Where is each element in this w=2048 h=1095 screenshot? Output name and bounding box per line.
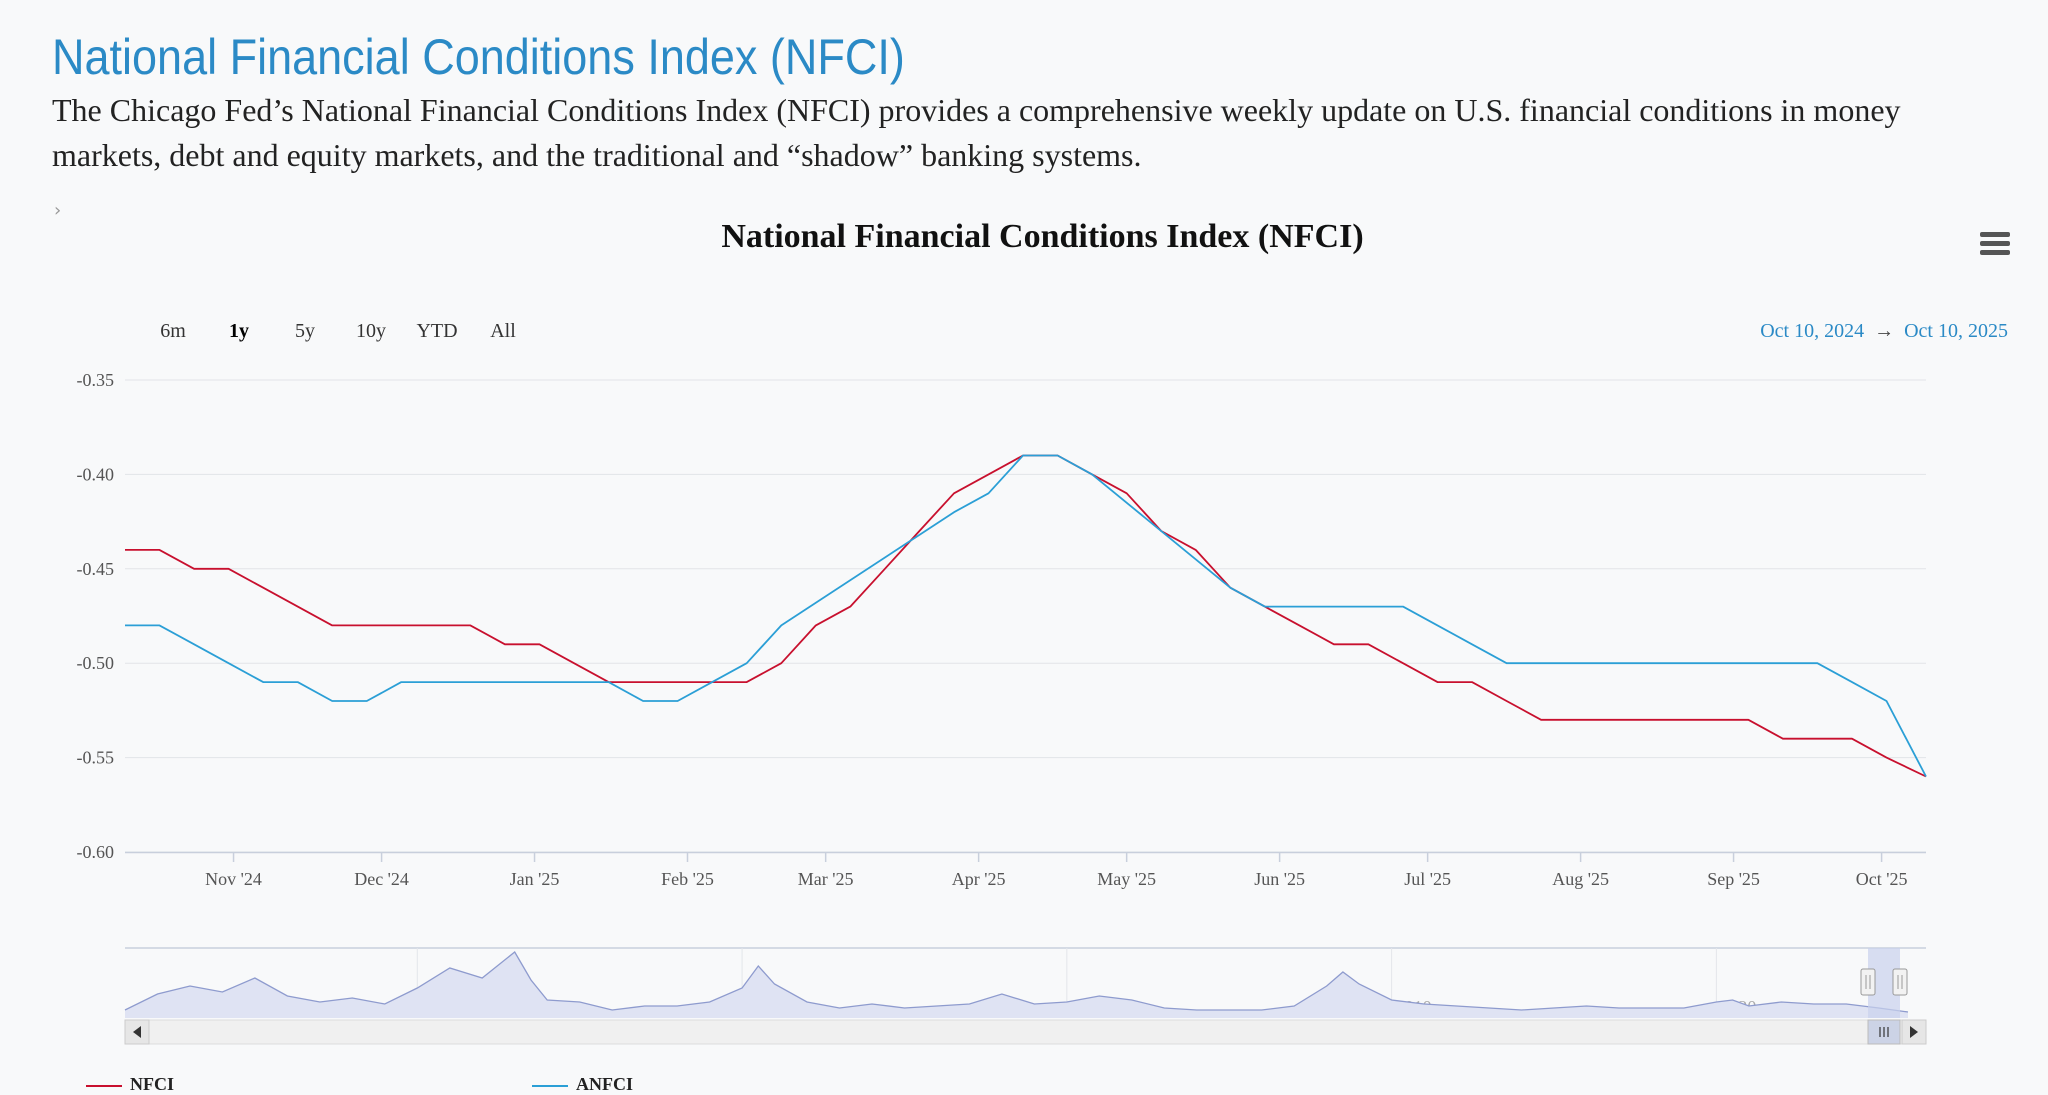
range-button-6m[interactable]: 6m (160, 320, 186, 342)
legend-label: NFCI (130, 1074, 174, 1094)
y-axis: -0.35 -0.40 -0.45 -0.50 -0.55 -0.60 (77, 370, 115, 862)
navigator-series-line (124, 951, 1909, 1013)
series-line-anfci[interactable] (125, 454, 1927, 777)
x-axis: Nov '24 Dec '24 Jan '25 Feb '25 Mar '25 Apr '… (205, 852, 1907, 889)
range-button-1y[interactable]: 1y (229, 320, 249, 342)
legend-item-anfci[interactable]: ANFCI (532, 1074, 633, 1095)
page-description: The Chicago Fed’s National Financial Con… (52, 92, 1901, 173)
date-from-input[interactable]: Oct 10, 2024 (1760, 320, 1865, 342)
date-arrow-icon: → (1874, 320, 1895, 342)
date-to-input[interactable]: Oct 10, 2025 (1904, 320, 2008, 342)
date-range: Oct 10, 2024 → Oct 10, 2025 (1760, 320, 2008, 343)
x-tick-label: Feb '25 (661, 869, 714, 889)
navigator-right-handle[interactable] (1892, 968, 1908, 996)
series (125, 454, 1927, 778)
y-tick-label: -0.40 (77, 464, 115, 484)
navigator-left-handle[interactable] (1860, 968, 1876, 996)
legend-label: ANFCI (576, 1074, 633, 1094)
legend-item-nfci[interactable]: NFCI (86, 1074, 174, 1095)
x-tick-label: Jun '25 (1254, 869, 1305, 889)
x-tick-label: Aug '25 (1552, 869, 1609, 889)
navigator: 19801990200020102020 (124, 947, 1927, 1045)
x-tick-label: Sep '25 (1707, 869, 1760, 889)
y-tick-label: -0.55 (77, 748, 115, 768)
x-tick-label: Nov '24 (205, 869, 262, 889)
y-tick-label: -0.60 (77, 842, 115, 862)
y-tick-label: -0.50 (77, 653, 115, 673)
grid (125, 379, 1926, 854)
legend-swatch (86, 1084, 122, 1087)
x-tick-label: Apr '25 (952, 869, 1006, 889)
x-tick-label: Jul '25 (1404, 869, 1451, 889)
legend: NFCI ANFCI (0, 1074, 2048, 1095)
x-tick-label: Oct '25 (1856, 869, 1908, 889)
page-title: National Financial Conditions Index (NFC… (52, 29, 905, 85)
expand-chevron-icon[interactable]: › (54, 200, 62, 221)
x-tick-label: Jan '25 (510, 869, 560, 889)
series-line-nfci[interactable] (125, 454, 1927, 778)
chart-title: National Financial Conditions Index (NFC… (721, 218, 1364, 255)
y-tick-label: -0.45 (77, 559, 115, 579)
range-button-10y[interactable]: 10y (356, 320, 386, 342)
chevron-left-icon (133, 1026, 141, 1038)
range-button-5y[interactable]: 5y (295, 320, 315, 342)
x-tick-label: May '25 (1097, 869, 1156, 889)
chevron-right-icon (1910, 1026, 1918, 1038)
chart-menu-icon[interactable] (1980, 232, 2010, 258)
range-button-all[interactable]: All (490, 320, 516, 342)
x-tick-label: Dec '24 (354, 869, 409, 889)
x-tick-label: Mar '25 (798, 869, 854, 889)
legend-swatch (532, 1084, 568, 1087)
navigator-scrollbar-track[interactable] (124, 1019, 1927, 1045)
y-tick-label: -0.35 (77, 370, 115, 390)
range-button-ytd[interactable]: YTD (416, 320, 458, 342)
